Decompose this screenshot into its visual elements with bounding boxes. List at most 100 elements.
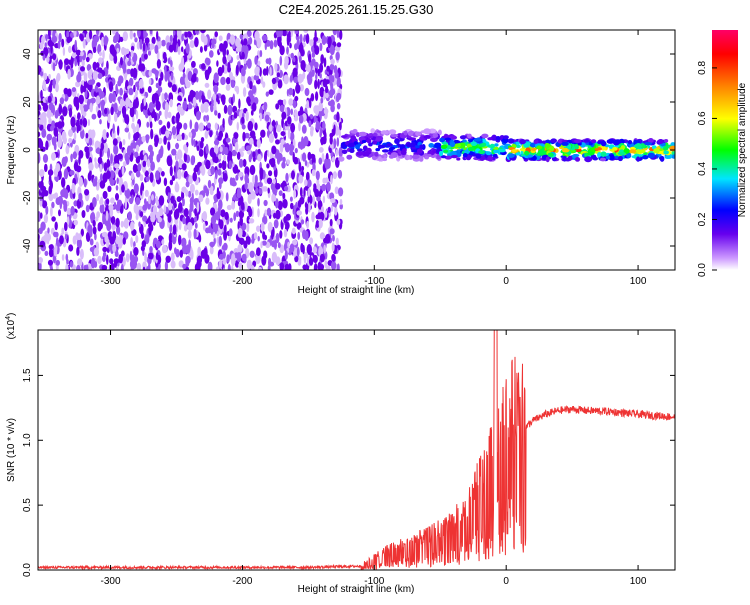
heatmap-cell — [185, 189, 189, 197]
heatmap-cell — [301, 136, 304, 145]
heatmap-cell — [280, 138, 285, 145]
heatmap-cell — [331, 128, 336, 136]
heatmap-cell — [44, 48, 49, 56]
heatmap-cell — [265, 91, 269, 97]
snr-series-line — [38, 330, 675, 570]
heatmap-cell — [281, 30, 288, 37]
heatmap-cell — [213, 237, 216, 245]
heatmap-cell — [670, 142, 675, 147]
heatmap-cell — [303, 136, 309, 147]
heatmap-cell — [260, 129, 266, 138]
heatmap-cell — [261, 34, 268, 42]
heatmap-cell — [320, 206, 325, 214]
heatmap-cell — [266, 177, 273, 185]
heatmap-cell — [605, 155, 611, 160]
heatmap-cell — [233, 194, 236, 201]
heatmap-cell — [246, 30, 252, 37]
heatmap-cell — [388, 129, 397, 135]
heatmap-cell — [309, 237, 314, 245]
heatmap-cell — [80, 106, 85, 115]
heatmap-cell — [297, 199, 302, 208]
heatmap-cell — [217, 66, 223, 77]
heatmap-cell — [38, 152, 41, 164]
heatmap-cell — [547, 152, 554, 157]
heatmap-cell — [319, 232, 325, 240]
y-tick-label: 0.0 — [22, 563, 33, 577]
heatmap-cell — [271, 229, 274, 240]
heatmap-cell — [323, 108, 329, 115]
heatmap-cell — [54, 231, 59, 238]
heatmap-cell — [291, 227, 296, 235]
heatmap-cell — [210, 207, 216, 216]
heatmap-cell — [297, 231, 301, 240]
heatmap-cell — [151, 93, 156, 104]
snr-panel: -300 -200 -100 0 100 0.0 0.5 1.0 1.5 Height of … — [5, 313, 676, 595]
heatmap-cell — [261, 255, 267, 266]
heatmap-cell — [320, 54, 325, 65]
heatmap-cell — [119, 87, 123, 96]
heatmap-cell — [322, 195, 326, 204]
svg-text:(x104): (x104) — [5, 313, 17, 340]
heatmap-cell — [218, 130, 224, 139]
heatmap-cell — [507, 138, 515, 144]
heatmap-cell — [282, 99, 287, 106]
heatmap-cell — [113, 154, 120, 165]
heatmap-cell — [136, 83, 140, 91]
heatmap-cell — [196, 145, 200, 151]
heatmap-cell — [304, 179, 308, 187]
heatmap-cell — [101, 36, 105, 47]
heatmap-cell — [80, 66, 85, 72]
heatmap-cell — [105, 198, 110, 205]
heatmap-cell — [537, 139, 543, 145]
heatmap-cell — [287, 128, 291, 140]
heatmap-cell — [154, 134, 159, 145]
heatmap-cell — [181, 46, 184, 53]
heatmap-cell — [266, 163, 270, 169]
heatmap-cell — [51, 216, 56, 222]
heatmap-cell — [279, 55, 283, 66]
heatmap-cell — [183, 208, 189, 217]
heatmap-cell — [304, 87, 310, 97]
heatmap-cell — [418, 144, 424, 149]
heatmap-cell — [235, 210, 240, 218]
heatmap-cell — [221, 64, 225, 74]
heatmap-cell — [43, 116, 47, 127]
heatmap-cell — [323, 57, 327, 68]
heatmap-cell — [187, 103, 193, 110]
heatmap-cell — [312, 195, 315, 206]
heatmap-cell — [222, 55, 227, 65]
heatmap-cell — [198, 194, 204, 203]
heatmap-cell — [70, 205, 75, 216]
heatmap-cell — [268, 257, 272, 268]
heatmap-cell — [145, 135, 149, 144]
heatmap-cell — [110, 106, 114, 116]
heatmap-cell — [179, 249, 183, 258]
heatmap-cell — [323, 244, 327, 254]
heatmap-cell — [240, 201, 245, 211]
heatmap-cell — [38, 119, 43, 125]
heatmap-cell — [587, 151, 595, 156]
heatmap-cell — [234, 142, 239, 152]
heatmap-cell — [102, 49, 105, 60]
heatmap-cell — [155, 170, 160, 181]
heatmap-cell — [200, 165, 203, 173]
heatmap-cell — [64, 58, 70, 66]
heatmap-cell — [515, 141, 521, 145]
heatmap-cell — [149, 150, 154, 158]
heatmap-cell — [75, 81, 81, 88]
colorbar-tick-label: 0.4 — [697, 162, 708, 176]
heatmap-cell — [319, 42, 323, 52]
heatmap-cell — [258, 266, 262, 270]
heatmap-cell — [130, 221, 135, 231]
heatmap-cell — [227, 264, 231, 270]
heatmap-cell — [446, 145, 452, 150]
heatmap-cell — [149, 121, 153, 129]
heatmap-cell — [41, 128, 47, 138]
heatmap-cell — [487, 144, 494, 148]
heatmap-cell — [478, 150, 485, 155]
heatmap-cell — [90, 212, 96, 222]
heatmap-cell — [325, 92, 329, 99]
heatmap-cell — [366, 138, 372, 144]
heatmap-cell — [185, 43, 190, 54]
